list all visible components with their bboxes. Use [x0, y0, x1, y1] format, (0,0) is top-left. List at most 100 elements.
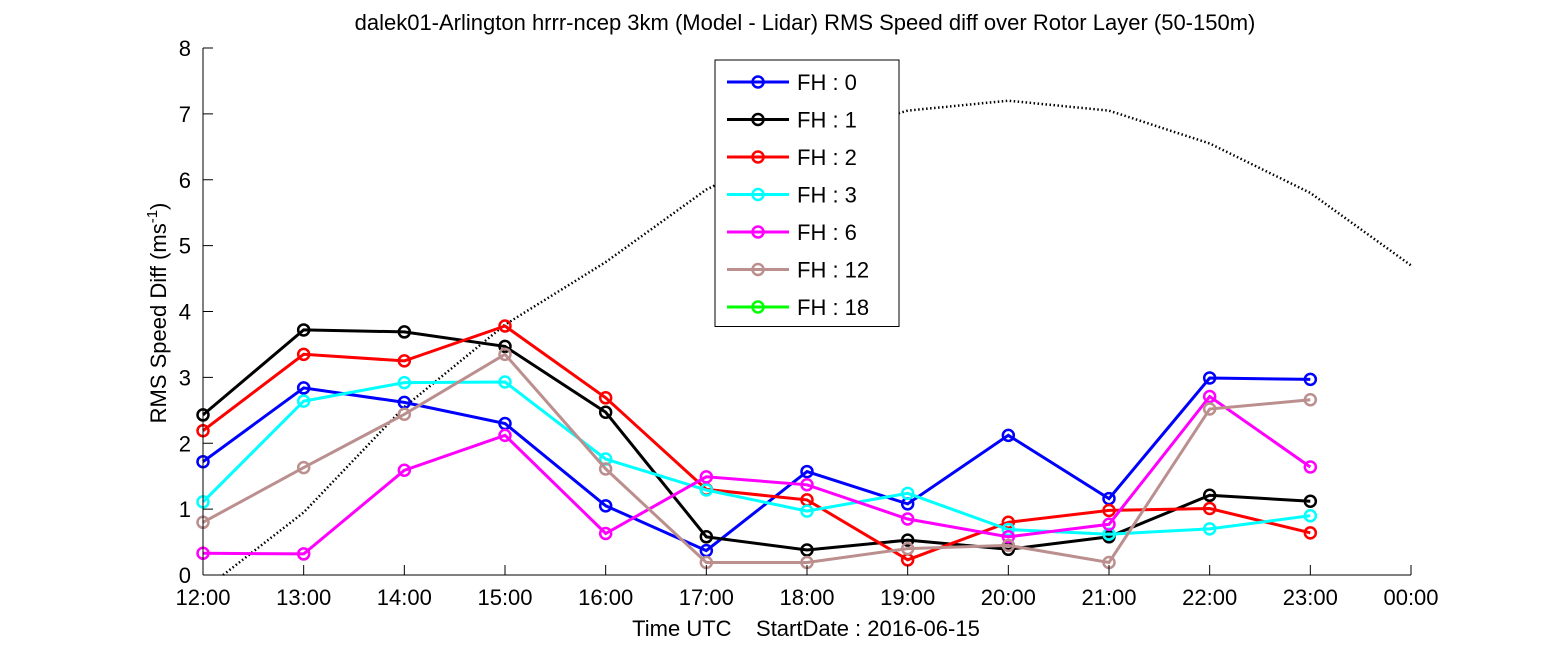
data-point [598, 391, 613, 405]
data-point [1001, 530, 1016, 544]
x-tick-label: 00:00 [1383, 585, 1438, 610]
data-point [800, 464, 814, 479]
data-point [900, 512, 915, 526]
data-point [397, 325, 412, 339]
series-1 [196, 371, 1318, 558]
data-point [296, 323, 311, 337]
data-point [1001, 538, 1016, 553]
data-point [498, 347, 512, 362]
legend-item: FH : 6 [727, 220, 857, 245]
legend-item: FH : 1 [727, 108, 857, 133]
data-point [1202, 488, 1217, 503]
x-tick-label: 21:00 [1081, 585, 1136, 610]
data-point [598, 499, 613, 513]
y-axis-label: RMS Speed Diff (ms-1) [144, 203, 171, 424]
series-4 [196, 375, 1318, 541]
data-point [699, 530, 714, 544]
legend-item: FH : 12 [727, 258, 869, 283]
legend-swatch-marker [751, 262, 765, 277]
y-tick-label: 5 [179, 234, 191, 259]
data-point [1202, 371, 1217, 385]
data-point [1102, 503, 1116, 518]
data-point [800, 543, 814, 557]
data-point [296, 460, 311, 475]
x-tick-label: 13:00 [276, 585, 331, 610]
data-point [1202, 501, 1217, 516]
legend-label: FH : 2 [797, 145, 857, 170]
legend-label: FH : 1 [797, 108, 857, 133]
legend-label: FH : 12 [797, 258, 869, 283]
x-tick-label: 18:00 [779, 585, 834, 610]
x-tick-label: 23:00 [1283, 585, 1338, 610]
series-line [202, 328, 1311, 552]
series-3 [196, 319, 1318, 567]
series-line [202, 394, 1312, 556]
y-tick-label: 3 [179, 365, 191, 390]
data-point [397, 375, 412, 390]
data-point [296, 381, 311, 395]
legend-item: FH : 2 [727, 145, 857, 170]
x-axis-label: Time UTC StartDate : 2016-06-15 [632, 616, 980, 641]
data-point [1303, 526, 1318, 540]
data-point [1202, 402, 1217, 416]
series-5 [196, 389, 1318, 561]
data-point [1001, 428, 1016, 443]
data-point [900, 533, 915, 547]
data-point [900, 541, 915, 556]
data-point [397, 354, 412, 368]
data-point [498, 339, 512, 354]
legend-label: FH : 0 [797, 70, 857, 95]
data-point [598, 405, 613, 420]
chart-title: dalek01-Arlington hrrr-ncep 3km (Model -… [355, 10, 1256, 35]
x-tick-label: 22:00 [1182, 585, 1237, 610]
data-point [296, 394, 311, 408]
data-point [1303, 372, 1318, 387]
x-tick-label: 17:00 [679, 585, 734, 610]
legend-item: FH : 3 [727, 183, 857, 208]
data-point [1001, 515, 1016, 530]
data-point [1303, 460, 1318, 474]
legend-label: FH : 18 [797, 295, 869, 320]
x-tick-label: 16:00 [578, 585, 633, 610]
x-tick-label: 12:00 [175, 585, 230, 610]
y-tick-label: 7 [179, 102, 191, 127]
series-line [202, 352, 1311, 565]
data-point [598, 526, 613, 541]
y-tick-label: 8 [179, 36, 191, 61]
data-point [800, 504, 814, 518]
legend-label: FH : 3 [797, 183, 857, 208]
legend: FH : 0 FH : 1 FH : 2 FH : 3 FH : 6 FH : 12 FH … [714, 59, 900, 327]
data-point [1001, 542, 1016, 557]
data-point [296, 547, 311, 561]
data-point [1303, 508, 1318, 523]
data-point [498, 428, 512, 443]
y-tick-label: 2 [179, 431, 191, 456]
data-point [397, 463, 412, 478]
data-point [699, 470, 714, 484]
legend-swatch-marker [751, 150, 765, 164]
series-line [201, 380, 1311, 536]
x-axis: 12:00 13:00 14:00 15:00 16:00 17:00 18:00 19:00… [175, 565, 1439, 610]
y-tick-label: 1 [179, 497, 191, 522]
data-point [498, 375, 512, 389]
data-point [900, 486, 915, 501]
series-line [202, 376, 1311, 553]
series-line [202, 324, 1311, 562]
data-point [1303, 494, 1318, 508]
x-tick-label: 19:00 [880, 585, 935, 610]
data-point [800, 478, 814, 492]
legend-swatch-marker [751, 225, 765, 239]
data-point [1202, 522, 1217, 536]
legend-item: FH : 18 [727, 295, 869, 320]
legend-swatch-marker [751, 112, 765, 127]
y-tick-label: 0 [179, 563, 191, 588]
data-point [397, 407, 412, 422]
legend-item: FH : 0 [727, 70, 857, 95]
data-point [1303, 393, 1318, 407]
data-point [1001, 522, 1016, 537]
y-axis: 0 1 2 3 4 5 6 7 8 [179, 36, 213, 588]
data-point [1202, 389, 1217, 404]
legend-label: FH : 6 [797, 220, 857, 245]
series-6 [196, 347, 1318, 570]
data-point [1102, 517, 1116, 532]
